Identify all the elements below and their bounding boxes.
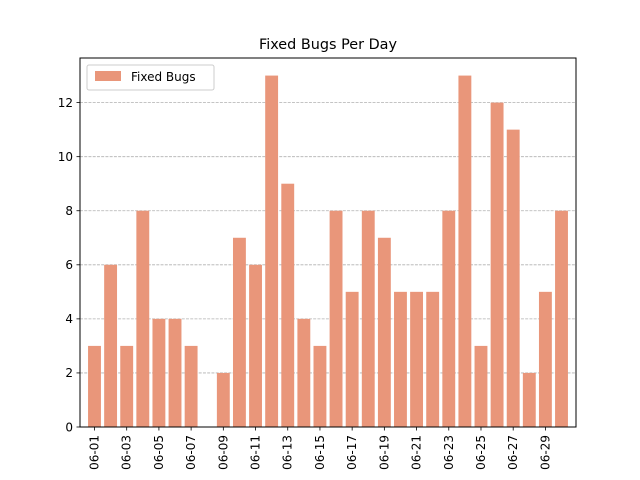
x-tick-label: 06-17 <box>345 435 359 470</box>
x-tick-label: 06-27 <box>506 435 520 470</box>
y-tick-label: 8 <box>65 204 73 218</box>
x-tick-label: 06-29 <box>538 435 552 470</box>
bar-06-13 <box>281 183 295 427</box>
bars <box>88 75 568 428</box>
x-tick-label: 06-13 <box>281 435 295 470</box>
y-tick-label: 2 <box>65 366 73 380</box>
bar-06-30 <box>555 210 568 427</box>
x-tick-label: 06-25 <box>474 435 488 470</box>
bar-06-15 <box>313 345 327 427</box>
bar-06-22 <box>426 291 440 427</box>
legend-swatch <box>95 71 121 81</box>
bar-06-28 <box>522 372 536 427</box>
bar-06-10 <box>232 237 246 427</box>
bar-06-21 <box>410 291 424 427</box>
bar-06-18 <box>361 210 375 427</box>
y-tick-label: 4 <box>65 312 73 326</box>
bar-06-26 <box>490 102 504 427</box>
legend: Fixed Bugs <box>86 64 215 91</box>
bar-06-24 <box>458 75 472 428</box>
bar-06-27 <box>506 129 520 427</box>
bar-06-05 <box>152 318 166 427</box>
x-tick-label: 06-23 <box>442 435 456 470</box>
bar-06-03 <box>120 345 134 427</box>
bar-06-23 <box>442 210 456 427</box>
x-tick-label: 06-09 <box>216 435 230 470</box>
x-tick-label: 06-05 <box>152 435 166 470</box>
y-tick-label: 0 <box>65 420 73 434</box>
bar-06-11 <box>249 264 262 427</box>
x-tick-label: 06-21 <box>410 435 424 470</box>
x-axis: 06-01 06-03 06-05 06-07 06-09 06-11 06-13 06-15… <box>87 427 552 470</box>
bar-06-20 <box>394 291 407 427</box>
x-tick-label: 06-11 <box>249 435 263 470</box>
bar-06-01 <box>88 345 101 427</box>
legend-label-fixed-bugs: Fixed Bugs <box>131 70 196 84</box>
y-tick-label: 10 <box>58 150 73 164</box>
bar-06-07 <box>184 345 198 427</box>
x-tick-label: 06-19 <box>377 435 391 470</box>
bar-06-19 <box>377 237 391 427</box>
bar-06-09 <box>216 372 230 427</box>
bar-06-02 <box>104 264 118 427</box>
y-tick-label: 12 <box>58 96 73 110</box>
x-tick-label: 06-03 <box>120 435 134 470</box>
bar-06-25 <box>474 345 488 427</box>
bar-06-17 <box>345 291 359 427</box>
chart-title: Fixed Bugs Per Day <box>259 37 397 53</box>
x-tick-label: 06-01 <box>87 435 101 470</box>
y-tick-label: 6 <box>65 258 73 272</box>
bar-06-16 <box>329 210 343 427</box>
bar-06-04 <box>136 210 150 427</box>
bar-06-12 <box>265 75 279 428</box>
x-tick-label: 06-07 <box>184 435 198 470</box>
bar-06-29 <box>538 291 552 427</box>
y-axis: 0 2 4 6 8 10 12 <box>58 96 80 434</box>
x-tick-label: 06-15 <box>313 435 327 470</box>
bar-06-14 <box>297 318 311 427</box>
bar-06-06 <box>168 318 182 427</box>
plot-frame <box>79 57 577 428</box>
